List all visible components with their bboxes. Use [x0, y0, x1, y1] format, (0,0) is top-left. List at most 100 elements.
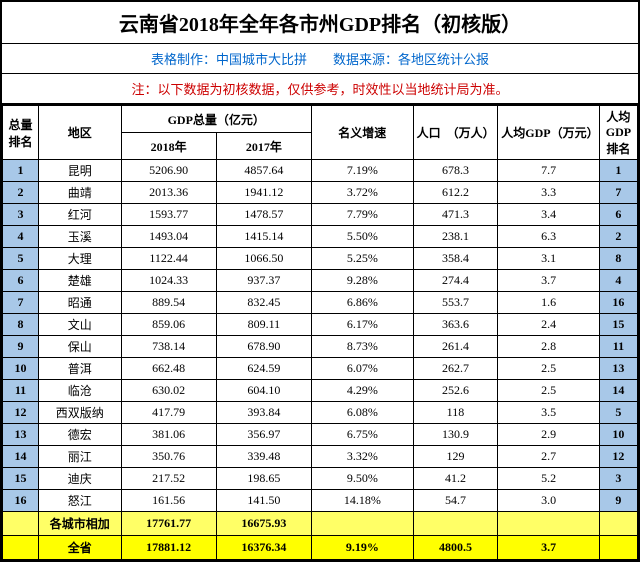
table-body: 1昆明5206.904857.647.19%678.37.712曲靖2013.3…	[3, 160, 638, 512]
cell-rank: 15	[3, 468, 39, 490]
cell-pc: 3.7	[498, 270, 600, 292]
cell-rank: 6	[3, 270, 39, 292]
th-growth: 名义增速	[312, 106, 414, 160]
total-growth: 9.19%	[312, 536, 414, 560]
cell-growth: 6.07%	[312, 358, 414, 380]
cell-g18: 1122.44	[121, 248, 216, 270]
cell-region: 西双版纳	[38, 402, 121, 424]
cell-prank: 2	[599, 226, 637, 248]
cell-rank: 7	[3, 292, 39, 314]
table-row: 12西双版纳417.79393.846.08%1183.55	[3, 402, 638, 424]
table-row: 16怒江161.56141.5014.18%54.73.09	[3, 490, 638, 512]
cell-growth: 3.32%	[312, 446, 414, 468]
cell-prank: 4	[599, 270, 637, 292]
cell-growth: 14.18%	[312, 490, 414, 512]
cell-pop: 54.7	[413, 490, 498, 512]
cell-prank: 16	[599, 292, 637, 314]
cell-pc: 2.8	[498, 336, 600, 358]
cell-region: 丽江	[38, 446, 121, 468]
cell-growth: 4.29%	[312, 380, 414, 402]
cell-prank: 6	[599, 204, 637, 226]
sum-label: 各城市相加	[38, 512, 121, 536]
cell-growth: 6.86%	[312, 292, 414, 314]
cell-rank: 1	[3, 160, 39, 182]
cell-region: 保山	[38, 336, 121, 358]
cell-pc: 2.4	[498, 314, 600, 336]
table-row: 3红河1593.771478.577.79%471.33.46	[3, 204, 638, 226]
th-pop: 人口 （万人）	[413, 106, 498, 160]
cell-g17: 393.84	[216, 402, 311, 424]
cell-pc: 3.5	[498, 402, 600, 424]
cell-pc: 3.3	[498, 182, 600, 204]
cell-pc: 2.5	[498, 358, 600, 380]
cell-pc: 2.9	[498, 424, 600, 446]
cell-g18: 1024.33	[121, 270, 216, 292]
total-row: 全省 17881.12 16376.34 9.19% 4800.5 3.7	[3, 536, 638, 560]
cell-rank: 10	[3, 358, 39, 380]
cell-g17: 624.59	[216, 358, 311, 380]
cell-rank: 14	[3, 446, 39, 468]
cell-rank: 4	[3, 226, 39, 248]
cell-pop: 130.9	[413, 424, 498, 446]
cell-region: 楚雄	[38, 270, 121, 292]
th-prank: 人均GDP排名	[599, 106, 637, 160]
cell-region: 昆明	[38, 160, 121, 182]
table-row: 9保山738.14678.908.73%261.42.811	[3, 336, 638, 358]
sum-g18: 17761.77	[121, 512, 216, 536]
cell-g18: 217.52	[121, 468, 216, 490]
cell-region: 文山	[38, 314, 121, 336]
cell-rank: 8	[3, 314, 39, 336]
cell-region: 临沧	[38, 380, 121, 402]
cell-g18: 630.02	[121, 380, 216, 402]
cell-prank: 10	[599, 424, 637, 446]
note: 注：以下数据为初核数据，仅供参考，时效性以当地统计局为准。	[2, 74, 638, 105]
cell-prank: 1	[599, 160, 637, 182]
cell-g17: 678.90	[216, 336, 311, 358]
cell-growth: 9.28%	[312, 270, 414, 292]
cell-pc: 3.0	[498, 490, 600, 512]
cell-g17: 1478.57	[216, 204, 311, 226]
cell-prank: 13	[599, 358, 637, 380]
cell-g17: 937.37	[216, 270, 311, 292]
cell-pop: 612.2	[413, 182, 498, 204]
cell-pop: 274.4	[413, 270, 498, 292]
cell-g18: 859.06	[121, 314, 216, 336]
table-row: 11临沧630.02604.104.29%252.62.514	[3, 380, 638, 402]
table-row: 14丽江350.76339.483.32%1292.712	[3, 446, 638, 468]
cell-prank: 14	[599, 380, 637, 402]
cell-growth: 8.73%	[312, 336, 414, 358]
table-row: 5大理1122.441066.505.25%358.43.18	[3, 248, 638, 270]
cell-pc: 1.6	[498, 292, 600, 314]
cell-growth: 7.79%	[312, 204, 414, 226]
total-g18: 17881.12	[121, 536, 216, 560]
cell-growth: 5.25%	[312, 248, 414, 270]
table-row: 1昆明5206.904857.647.19%678.37.71	[3, 160, 638, 182]
th-2017: 2017年	[216, 133, 311, 160]
cell-g17: 1066.50	[216, 248, 311, 270]
cell-pop: 553.7	[413, 292, 498, 314]
cell-g18: 738.14	[121, 336, 216, 358]
cell-rank: 11	[3, 380, 39, 402]
cell-pop: 262.7	[413, 358, 498, 380]
cell-pc: 2.7	[498, 446, 600, 468]
gdp-table: 总量排名 地区 GDP总量（亿元） 名义增速 人口 （万人） 人均GDP（万元）…	[2, 105, 638, 560]
cell-pop: 471.3	[413, 204, 498, 226]
total-pop: 4800.5	[413, 536, 498, 560]
cell-growth: 5.50%	[312, 226, 414, 248]
cell-prank: 12	[599, 446, 637, 468]
cell-pc: 5.2	[498, 468, 600, 490]
cell-pop: 41.2	[413, 468, 498, 490]
cell-pop: 238.1	[413, 226, 498, 248]
total-pc: 3.7	[498, 536, 600, 560]
cell-region: 普洱	[38, 358, 121, 380]
th-rank: 总量排名	[3, 106, 39, 160]
cell-g17: 198.65	[216, 468, 311, 490]
sum-row: 各城市相加 17761.77 16675.93	[3, 512, 638, 536]
cell-g17: 832.45	[216, 292, 311, 314]
table-row: 13德宏381.06356.976.75%130.92.910	[3, 424, 638, 446]
cell-g17: 1415.14	[216, 226, 311, 248]
table-row: 7昭通889.54832.456.86%553.71.616	[3, 292, 638, 314]
table-row: 4玉溪1493.041415.145.50%238.16.32	[3, 226, 638, 248]
cell-pc: 7.7	[498, 160, 600, 182]
cell-g18: 417.79	[121, 402, 216, 424]
